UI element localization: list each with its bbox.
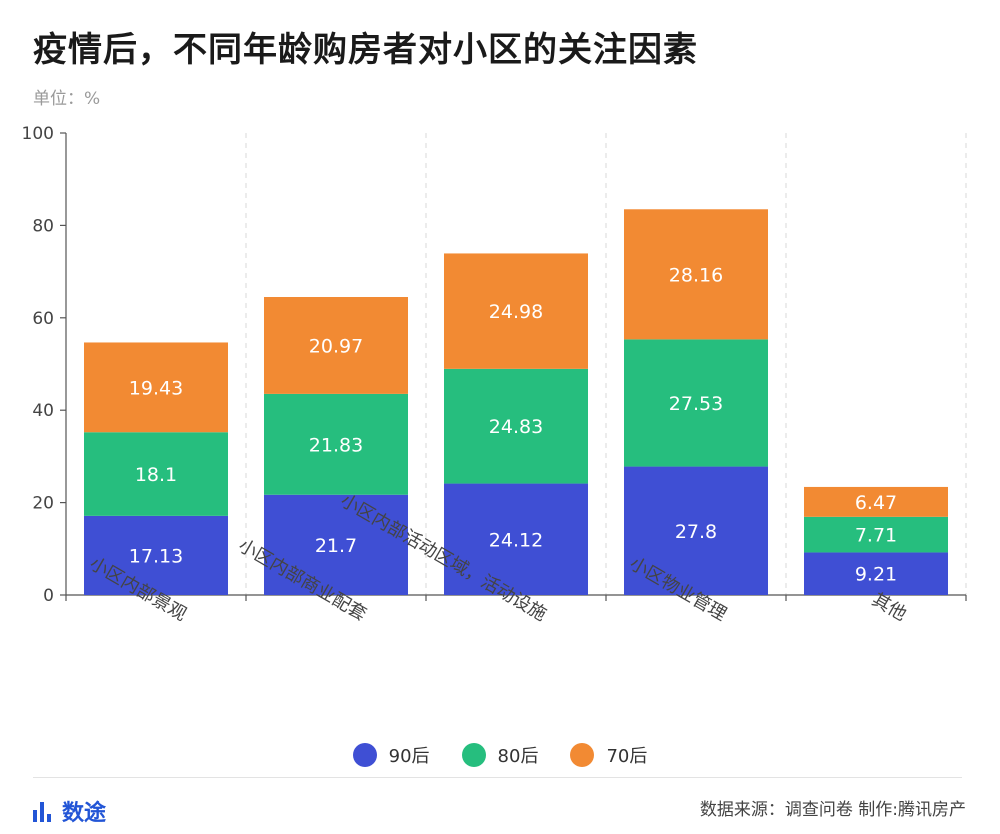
bar-segment xyxy=(84,342,228,433)
data-label: 21.7 xyxy=(315,535,357,557)
y-tick-label: 100 xyxy=(22,124,54,144)
y-tick-label: 80 xyxy=(32,216,54,236)
brand-name: 数途 xyxy=(62,801,107,826)
bar-segment xyxy=(264,297,408,394)
data-label: 20.97 xyxy=(309,335,363,357)
brand-logo: 数途 xyxy=(33,795,106,827)
data-label: 21.83 xyxy=(309,434,363,456)
bar-segment xyxy=(624,466,768,595)
data-label: 18.1 xyxy=(135,464,177,486)
data-label: 9.21 xyxy=(855,564,897,586)
data-label: 24.12 xyxy=(489,529,543,551)
legend-marker xyxy=(461,743,486,767)
legend-label: 70后 xyxy=(606,746,648,767)
legend-marker xyxy=(352,743,377,767)
data-source: 数据来源：调查问卷 制作:腾讯房产 xyxy=(699,800,966,820)
legend-marker xyxy=(570,743,595,767)
bar-segment xyxy=(264,393,408,495)
legend-label: 90后 xyxy=(388,746,430,767)
data-label: 19.43 xyxy=(129,377,183,399)
bar-segment xyxy=(804,552,948,595)
bar-segment xyxy=(84,432,228,516)
chart-title: 疫情后，不同年龄购房者对小区的关注因素 xyxy=(33,30,698,70)
data-label: 27.8 xyxy=(675,521,717,543)
bar-segment xyxy=(444,368,588,484)
legend: 90后 80后 70后 xyxy=(0,742,1000,772)
data-label: 7.71 xyxy=(855,525,897,547)
bar-segment xyxy=(444,483,588,595)
legend-item: 90后 xyxy=(352,742,430,768)
y-tick-label: 0 xyxy=(43,586,54,606)
data-label: 17.13 xyxy=(129,545,183,567)
data-label: 24.98 xyxy=(489,301,543,323)
footer-divider xyxy=(33,777,962,778)
data-label: 6.47 xyxy=(855,492,897,514)
bar-segment xyxy=(444,253,588,369)
bar-segment xyxy=(84,515,228,595)
unit-label: 单位：% xyxy=(33,89,101,109)
bar-segment xyxy=(804,516,948,553)
legend-item: 80后 xyxy=(461,742,539,768)
legend-item: 70后 xyxy=(570,742,647,768)
data-label: 28.16 xyxy=(669,264,723,286)
y-tick-label: 20 xyxy=(32,494,54,514)
legend-label: 80后 xyxy=(497,746,539,767)
y-tick-label: 60 xyxy=(32,309,54,329)
bar-chart-icon xyxy=(33,800,54,822)
bar-segment xyxy=(624,209,768,340)
bar-segment xyxy=(804,486,948,517)
y-tick-label: 40 xyxy=(32,401,54,421)
data-label: 24.83 xyxy=(489,416,543,438)
bar-segment xyxy=(624,339,768,467)
data-label: 27.53 xyxy=(669,393,723,415)
bar-segment xyxy=(264,494,408,595)
